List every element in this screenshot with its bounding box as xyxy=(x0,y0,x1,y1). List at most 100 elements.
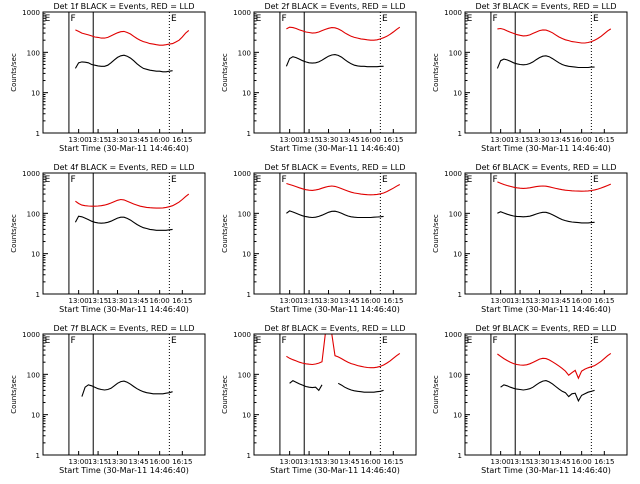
marker-label: E xyxy=(45,14,51,24)
x-tick-label: 13:00 xyxy=(69,458,89,466)
x-tick-label: 13:15 xyxy=(299,297,319,305)
y-tick-label: 1 xyxy=(458,291,462,299)
y-axis-label: Counts/sec xyxy=(432,53,440,92)
x-tick-label: 13:45 xyxy=(128,297,148,305)
x-tick-label: 13:30 xyxy=(529,458,549,466)
marker-label: E xyxy=(45,336,51,346)
marker-label: E xyxy=(45,175,51,185)
x-tick-label: 13:45 xyxy=(339,136,359,144)
marker-label: F xyxy=(493,14,498,24)
x-tick-label: 16:15 xyxy=(172,136,192,144)
x-tick-label: 13:15 xyxy=(510,458,530,466)
x-tick-label: 16:00 xyxy=(150,136,170,144)
y-tick-label: 10 xyxy=(31,412,40,420)
plot-frame xyxy=(253,11,417,134)
plot-frame xyxy=(42,172,206,295)
y-tick-label: 1 xyxy=(247,291,251,299)
series-line-red xyxy=(497,352,612,380)
x-tick-label: 13:45 xyxy=(550,458,570,466)
marker-label: F xyxy=(282,175,287,185)
plot-frame xyxy=(42,333,206,456)
y-axis-label: Counts/sec xyxy=(10,53,18,92)
series-line-black xyxy=(74,215,173,231)
plot-title: Det 5f BLACK = Events, RED = LLD xyxy=(264,163,405,172)
y-tick-label: 10 xyxy=(453,251,462,259)
y-tick-label: 100 xyxy=(449,210,462,218)
x-tick-label: 16:00 xyxy=(361,136,381,144)
x-axis-label: Start Time (30-Mar-11 14:46:40) xyxy=(59,466,189,475)
plot-title: Det 7f BLACK = Events, RED = LLD xyxy=(53,324,194,333)
x-tick-label: 16:15 xyxy=(172,297,192,305)
x-tick-label: 13:00 xyxy=(491,136,511,144)
x-tick-label: 16:00 xyxy=(361,458,381,466)
plot-frame xyxy=(253,333,417,456)
y-tick-label: 10 xyxy=(453,412,462,420)
series-line-black xyxy=(289,379,384,393)
marker-label: F xyxy=(71,14,76,24)
series-line-black xyxy=(285,54,384,68)
series-line-red xyxy=(75,193,190,209)
marker-label: E xyxy=(382,175,388,185)
x-axis-label: Start Time (30-Mar-11 14:46:40) xyxy=(481,144,611,153)
x-tick-label: 13:30 xyxy=(318,136,338,144)
x-tick-label: 13:45 xyxy=(128,136,148,144)
x-tick-label: 16:00 xyxy=(572,297,592,305)
plot-frame xyxy=(464,333,628,456)
series-line-black xyxy=(500,380,595,403)
marker-label: E xyxy=(593,336,599,346)
plot-title: Det 8f BLACK = Events, RED = LLD xyxy=(264,324,405,333)
marker-label: E xyxy=(171,336,177,346)
marker-label: E xyxy=(256,14,262,24)
plot-title: Det 2f BLACK = Events, RED = LLD xyxy=(264,2,405,11)
x-tick-label: 13:00 xyxy=(69,136,89,144)
y-axis-label: Counts/sec xyxy=(432,214,440,253)
x-tick-label: 13:30 xyxy=(318,297,338,305)
series-line-red xyxy=(497,181,612,192)
y-axis-label: Counts/sec xyxy=(10,375,18,414)
y-tick-label: 100 xyxy=(27,49,40,57)
plot-title: Det 1f BLACK = Events, RED = LLD xyxy=(53,2,194,11)
y-axis-label: Counts/sec xyxy=(10,214,18,253)
x-tick-label: 13:30 xyxy=(318,458,338,466)
y-tick-label: 1 xyxy=(458,130,462,138)
y-axis-label: Counts/sec xyxy=(432,375,440,414)
x-tick-label: 16:00 xyxy=(361,297,381,305)
y-tick-label: 1000 xyxy=(444,331,462,339)
marker-label: E xyxy=(256,336,262,346)
x-tick-label: 16:15 xyxy=(383,136,403,144)
y-tick-label: 1000 xyxy=(233,9,251,17)
series-line-red xyxy=(286,26,401,41)
marker-label: F xyxy=(282,14,287,24)
y-axis-label: Counts/sec xyxy=(221,375,229,414)
y-tick-label: 1 xyxy=(247,130,251,138)
plot-frame xyxy=(464,172,628,295)
y-tick-label: 100 xyxy=(449,49,462,57)
marker-label: F xyxy=(493,336,498,346)
y-tick-label: 10 xyxy=(242,90,251,98)
x-tick-label: 13:15 xyxy=(88,136,108,144)
y-tick-label: 1 xyxy=(247,452,251,460)
x-tick-label: 16:15 xyxy=(172,458,192,466)
y-tick-label: 100 xyxy=(27,371,40,379)
marker-label: E xyxy=(256,175,262,185)
x-tick-label: 13:00 xyxy=(280,136,300,144)
plot-frame xyxy=(253,172,417,295)
x-tick-label: 13:45 xyxy=(339,297,359,305)
x-axis-label: Start Time (30-Mar-11 14:46:40) xyxy=(270,466,400,475)
y-axis-label: Counts/sec xyxy=(221,53,229,92)
x-tick-label: 16:15 xyxy=(594,136,614,144)
x-tick-label: 13:15 xyxy=(88,297,108,305)
x-tick-label: 16:15 xyxy=(383,458,403,466)
x-tick-label: 16:00 xyxy=(572,458,592,466)
plot-title: Det 6f BLACK = Events, RED = LLD xyxy=(475,163,616,172)
x-axis-label: Start Time (30-Mar-11 14:46:40) xyxy=(481,305,611,314)
y-tick-label: 1 xyxy=(36,452,40,460)
marker-label: E xyxy=(171,175,177,185)
x-tick-label: 13:30 xyxy=(529,297,549,305)
